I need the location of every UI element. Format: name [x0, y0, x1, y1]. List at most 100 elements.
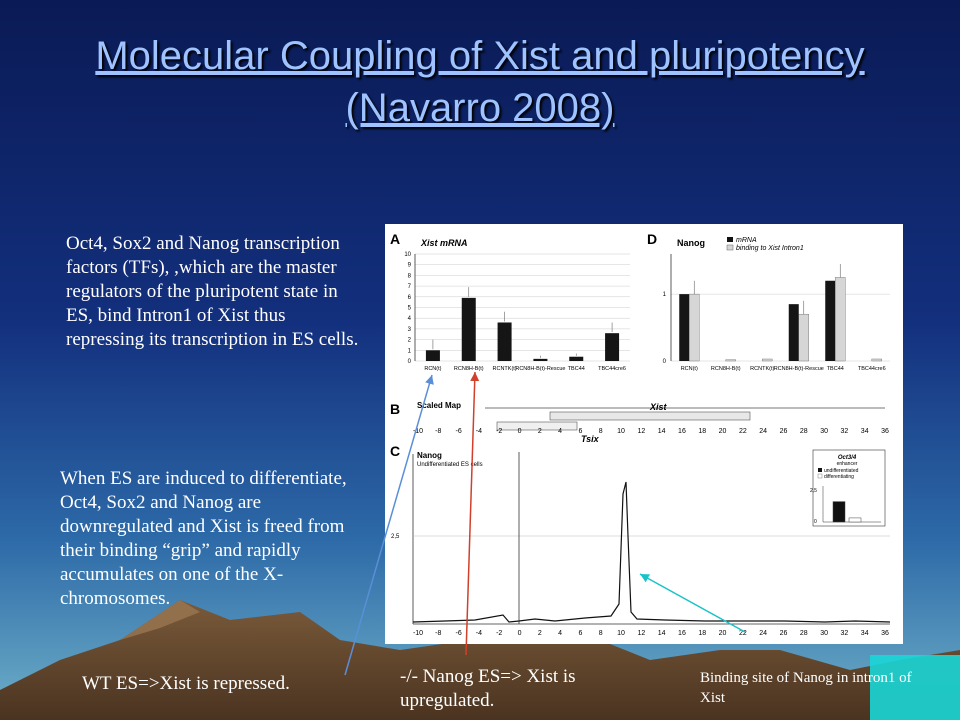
panel-c-tick: 24 [759, 630, 767, 637]
panel-b-tick: 24 [759, 428, 767, 435]
panel-c-tick: 32 [840, 630, 848, 637]
panel-c-inset-legend-diff: differentiating [824, 474, 854, 480]
panel-b-tick: 4 [558, 428, 562, 435]
panel-a-category-label: RCN8H-B(t)-Rescue [515, 366, 565, 372]
panel-b-tick: 26 [780, 428, 788, 435]
panel-c-tick: 16 [678, 630, 686, 637]
panel-a-ytick: 3 [408, 327, 412, 333]
panel-c-tick: 28 [800, 630, 808, 637]
panel-a-ytick: 4 [408, 316, 412, 322]
panel-d-category-label: RCN8H-B(t)-Rescue [774, 366, 824, 372]
panel-d-bar-binding [835, 277, 846, 362]
panel-a-ytick: 8 [408, 273, 412, 279]
panel-a-ytick: 2 [408, 338, 412, 344]
panel-c-tick: 34 [861, 630, 869, 637]
panel-d-letter: D [647, 231, 657, 247]
panel-d-bar-mrna [788, 304, 799, 361]
tf-repression-paragraph: Oct4, Sox2 and Nanog transcription facto… [66, 233, 359, 350]
panel-c-subtitle: Undifferentiated ES cells [417, 462, 483, 468]
panel-b-tick: 8 [599, 428, 603, 435]
nanog-knockout-label: -/- Nanog ES=> Xist is upregulated. [400, 666, 576, 711]
panel-d-legend-mrna: mRNA [736, 237, 757, 244]
panel-b-tick: 32 [840, 428, 848, 435]
panel-d-ytick: 1 [663, 292, 667, 298]
panel-c-title: Nanog [417, 451, 442, 460]
panel-a: A Xist mRNA 0 1 2 3 4 5 6 7 8 9 10 RCN(t) RCN8H-B(t… [390, 231, 630, 372]
panel-b-tick: 30 [820, 428, 828, 435]
panel-c-tick: -8 [435, 630, 441, 637]
panel-b-tick: -10 [413, 428, 423, 435]
panel-d-bar-mrna [825, 280, 836, 361]
panel-a-bar [497, 322, 512, 361]
panel-b-tick: 14 [658, 428, 666, 435]
panel-d-bar-mrna [679, 294, 690, 361]
panel-a-bar [425, 350, 440, 361]
panel-d-bar-binding [725, 359, 736, 362]
panel-b-tick: 10 [617, 428, 625, 435]
binding-site-label: Binding site of Nanog in intron1 of Xist [700, 670, 912, 706]
panel-a-ytick: 9 [408, 263, 412, 269]
panel-c-inset-title: Oct3/4 [838, 455, 857, 461]
panel-b-tick: 28 [800, 428, 808, 435]
panel-b-tick: 6 [578, 428, 582, 435]
panel-b-tick: 2 [538, 428, 542, 435]
panel-b-tick: 16 [678, 428, 686, 435]
panel-b-tick: -4 [476, 428, 482, 435]
panel-c-inset-bar [848, 517, 862, 523]
panel-d-ytick: 0 [663, 359, 667, 365]
panel-c-tick: 4 [558, 630, 562, 637]
panel-c-tick: 14 [658, 630, 666, 637]
panel-a-category-label: RCN8H-B(t) [454, 366, 484, 372]
panel-b: B Scaled Map Xist Tsix -10 -8 -6 -4 -2 0 2 4 6 8 1… [390, 401, 889, 444]
panel-c-tick: 30 [820, 630, 828, 637]
panel-b-tick: 0 [518, 428, 522, 435]
panel-d-category-label: TBC44cre6 [858, 366, 886, 372]
panel-a-ytick: 5 [408, 306, 412, 312]
panel-a-category-label: RCNTK(t) [493, 366, 517, 372]
panel-b-tick: 36 [881, 428, 889, 435]
panel-a-bar [569, 356, 584, 361]
panel-c-tick: 20 [719, 630, 727, 637]
panel-b-tick: -2 [496, 428, 502, 435]
panel-b-tick: 18 [698, 428, 706, 435]
panel-c-letter: C [390, 443, 400, 459]
panel-b-tick: 22 [739, 428, 747, 435]
panel-a-ytick: 1 [408, 348, 412, 354]
panel-d-category-label: RCN(t) [681, 366, 698, 372]
panel-c-ylabel-low: 2,5 [391, 534, 400, 540]
panel-a-ytick: 10 [404, 252, 411, 258]
panel-a-title: Xist mRNA [420, 238, 468, 248]
panel-d-bar-binding [798, 313, 809, 362]
panel-d-bar-binding [689, 293, 700, 362]
panel-a-ytick: 0 [408, 359, 412, 365]
panel-b-tick: -8 [435, 428, 441, 435]
panel-d-title: Nanog [677, 238, 705, 248]
panel-c-inset-subtitle: enhancer [837, 461, 858, 467]
panel-a-ytick: 6 [408, 295, 412, 301]
panel-a-category-label: RCN(t) [424, 366, 441, 372]
panel-d-category-label: RCN8H-B(t) [711, 366, 741, 372]
panel-a-bar [533, 358, 548, 361]
panel-d-legend-binding: binding to Xist Intron1 [736, 245, 804, 252]
panel-c-signal-trace [412, 481, 891, 623]
panel-a-bar [605, 333, 620, 361]
panel-c-tick: -6 [455, 630, 461, 637]
panel-c-tick: 8 [599, 630, 603, 637]
panel-c: C Nanog Undifferentiated ES cells 2,5 -1… [390, 443, 891, 637]
differentiation-paragraph: When ES are induced to differentiate, Oc… [60, 468, 347, 609]
panel-a-letter: A [390, 231, 400, 247]
panel-c-inset-legend-undiff: undifferentiated [824, 468, 859, 474]
panel-c-tick: 18 [698, 630, 706, 637]
panel-a-bar [461, 297, 476, 361]
panel-c-tick: -2 [496, 630, 502, 637]
panel-b-tick: -6 [455, 428, 461, 435]
panel-b-gene-xist: Xist [649, 402, 668, 412]
panel-d-bar-binding [762, 358, 773, 362]
panel-c-tick: 36 [881, 630, 889, 637]
panel-c-inset-bar [832, 501, 846, 523]
slide-title: Molecular Coupling of Xist and pluripote… [95, 34, 865, 130]
panel-a-category-label: TBC44 [568, 366, 585, 372]
mountain-range [0, 600, 960, 720]
panel-b-gene-tsix: Tsix [581, 434, 600, 444]
panel-b-letter: B [390, 401, 400, 417]
